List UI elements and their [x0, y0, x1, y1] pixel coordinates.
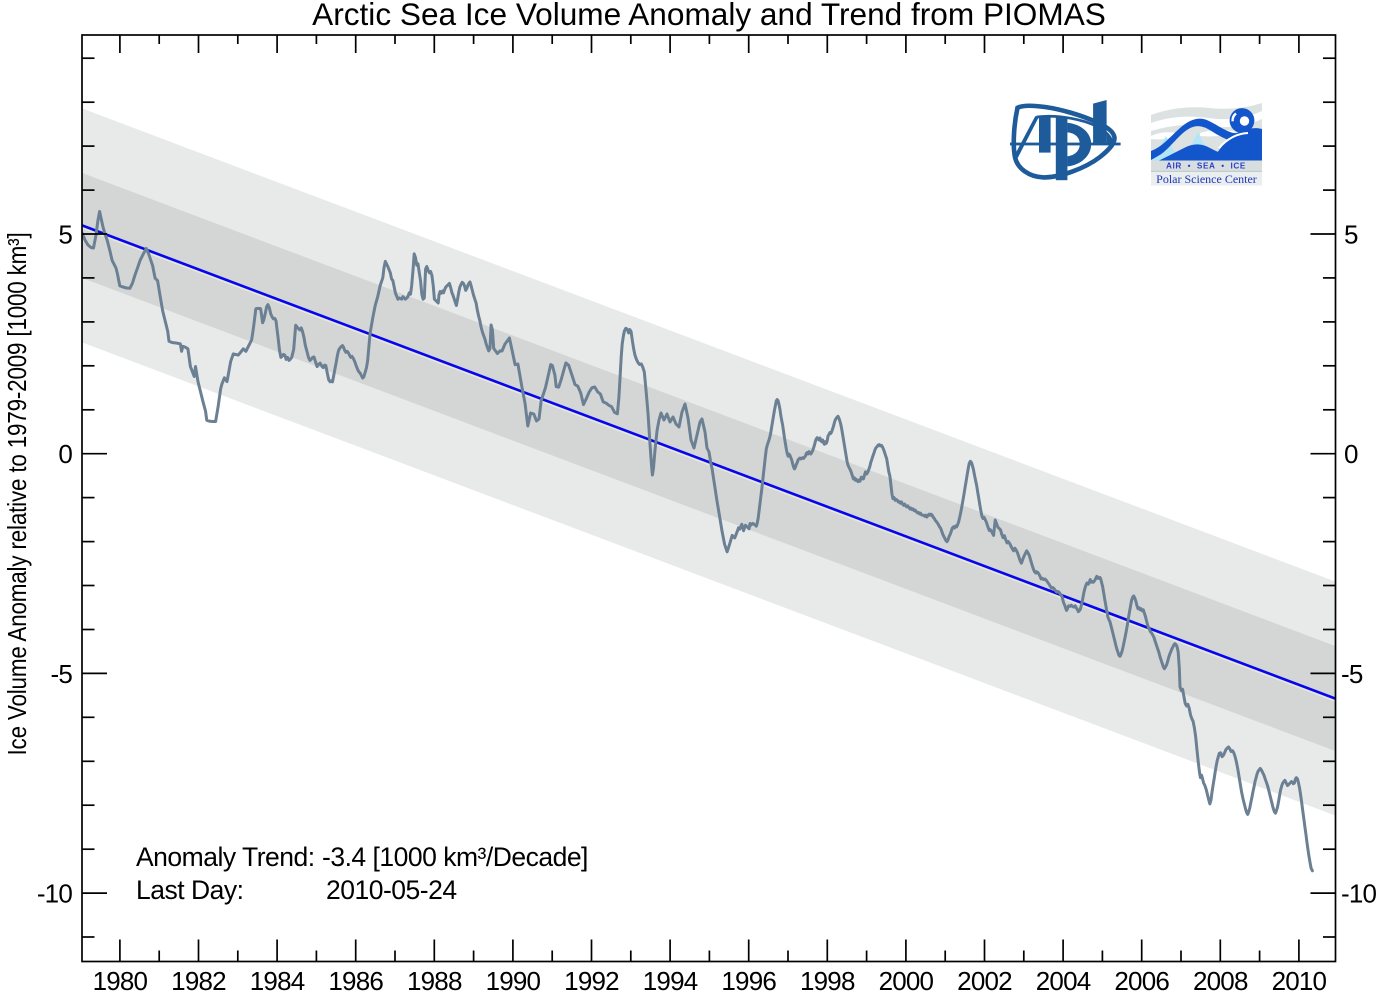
- svg-text:1980: 1980: [93, 966, 148, 992]
- svg-text:-3.4 [1000 km³/Decade]: -3.4 [1000 km³/Decade]: [322, 842, 588, 872]
- svg-text:Polar Science Center: Polar Science Center: [1156, 172, 1257, 186]
- svg-text:0: 0: [58, 439, 72, 469]
- svg-text:Ice Volume Anomaly relative to: Ice Volume Anomaly relative to 1979-2009…: [4, 232, 33, 755]
- svg-text:AIR • SEA • ICE: AIR • SEA • ICE: [1166, 162, 1246, 171]
- svg-text:2006: 2006: [1114, 966, 1169, 992]
- svg-text:-10: -10: [37, 879, 73, 909]
- svg-text:Last Day:: Last Day:: [136, 875, 243, 905]
- svg-text:2000: 2000: [879, 966, 934, 992]
- svg-text:Anomaly Trend:: Anomaly Trend:: [136, 842, 315, 872]
- svg-text:2008: 2008: [1193, 966, 1248, 992]
- svg-text:2004: 2004: [1036, 966, 1091, 992]
- svg-text:1998: 1998: [800, 966, 855, 992]
- svg-text:1990: 1990: [486, 966, 541, 992]
- svg-text:2010-05-24: 2010-05-24: [326, 875, 457, 905]
- svg-text:1994: 1994: [643, 966, 698, 992]
- svg-text:1992: 1992: [564, 966, 619, 992]
- svg-text:1986: 1986: [328, 966, 383, 992]
- svg-text:Arctic Sea Ice Volume Anomaly: Arctic Sea Ice Volume Anomaly and Trend …: [312, 0, 1106, 32]
- svg-text:-10: -10: [1341, 879, 1377, 909]
- svg-text:2010: 2010: [1272, 966, 1327, 992]
- svg-text:1982: 1982: [171, 966, 226, 992]
- svg-text:-5: -5: [1341, 659, 1363, 689]
- svg-text:1984: 1984: [250, 966, 305, 992]
- svg-text:2002: 2002: [957, 966, 1012, 992]
- svg-text:1996: 1996: [721, 966, 776, 992]
- svg-text:5: 5: [58, 220, 72, 250]
- svg-text:5: 5: [1344, 220, 1358, 250]
- svg-text:1988: 1988: [407, 966, 462, 992]
- svg-text:0: 0: [1344, 439, 1358, 469]
- svg-text:-5: -5: [50, 659, 72, 689]
